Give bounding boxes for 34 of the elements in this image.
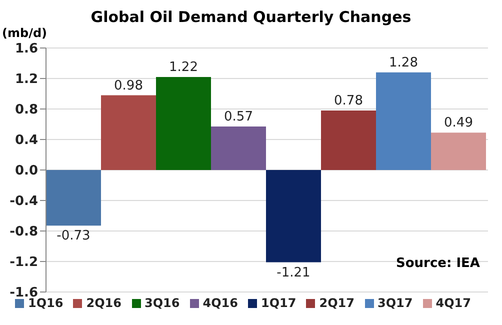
legend-label: 3Q16 <box>144 296 180 310</box>
y-tick-label: 0.0 <box>14 164 38 179</box>
legend-label: 1Q17 <box>261 296 296 310</box>
bar <box>46 170 101 226</box>
bar <box>101 95 156 170</box>
legend-label: 4Q17 <box>436 296 471 310</box>
chart-title: Global Oil Demand Quarterly Changes <box>90 8 412 26</box>
y-tick-label: 1.2 <box>14 72 38 88</box>
bar <box>156 76 211 170</box>
data-label: -0.73 <box>56 228 90 244</box>
y-tick-label: 0.8 <box>14 102 38 118</box>
legend-label: 4Q16 <box>202 296 238 310</box>
bar <box>321 110 376 170</box>
data-label: -1.21 <box>276 265 310 280</box>
bar <box>266 170 321 262</box>
bar <box>431 132 486 170</box>
data-label: 0.49 <box>444 116 473 131</box>
y-tick-label: -1.2 <box>10 255 38 270</box>
data-label: 0.98 <box>114 78 143 94</box>
data-label: 0.78 <box>334 94 363 109</box>
y-axis-title: (mb/d) <box>2 26 48 40</box>
data-label: 1.28 <box>389 55 418 70</box>
bar <box>376 72 431 170</box>
legend-label: 2Q17 <box>319 296 354 310</box>
legend-label: 3Q17 <box>378 296 413 310</box>
data-label: 0.57 <box>224 110 253 125</box>
data-label: 1.22 <box>169 60 198 75</box>
y-tick-label: 0.4 <box>14 133 38 148</box>
y-tick-label: -0.4 <box>10 194 38 210</box>
y-tick-label: -0.8 <box>10 224 38 240</box>
legend-label: 2Q16 <box>86 296 122 310</box>
bar <box>211 126 266 170</box>
y-tick-label: 1.6 <box>14 42 38 57</box>
annotation: Source: IEA <box>396 256 480 271</box>
